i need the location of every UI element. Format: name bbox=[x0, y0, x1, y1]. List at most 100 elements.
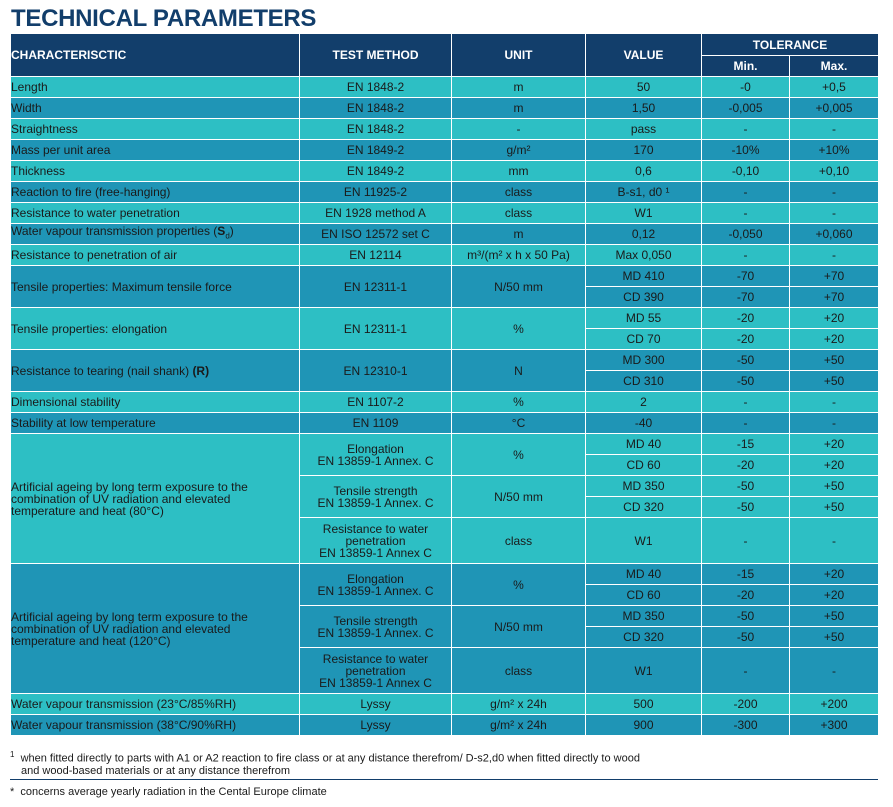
unit-cell: m bbox=[451, 223, 586, 245]
characteristic-cell: Reaction to fire (free-hanging) bbox=[10, 181, 300, 203]
table-row: Resistance to water penetration EN 13859-1… bbox=[11, 517, 879, 564]
min-cell: -0,050 bbox=[701, 223, 790, 245]
unit-cell: % bbox=[451, 563, 586, 606]
footnote-2: * concerns average yearly radiation in t… bbox=[10, 786, 327, 798]
test-method-cell: EN 12114 bbox=[299, 244, 452, 266]
unit-cell: class bbox=[451, 202, 586, 224]
max-cell: - bbox=[789, 118, 879, 140]
min-cell: -50 bbox=[701, 626, 790, 648]
characteristic-cell: Mass per unit area bbox=[10, 139, 300, 161]
max-cell: - bbox=[789, 202, 879, 224]
characteristic-cell: Resistance to water penetration bbox=[10, 202, 300, 224]
max-cell: +0,005 bbox=[789, 97, 879, 119]
value-cell: 170 bbox=[585, 139, 702, 161]
min-cell: -50 bbox=[701, 370, 790, 392]
min-cell: -0,005 bbox=[701, 97, 790, 119]
footnote-1-mark: 1 bbox=[10, 750, 15, 759]
min-cell: -70 bbox=[701, 286, 790, 308]
max-cell: +70 bbox=[789, 265, 879, 287]
test-method-cell: Elongation EN 13859-1 Annex. C bbox=[299, 563, 452, 606]
min-cell: -50 bbox=[701, 605, 790, 627]
test-method-line: Tensile strength bbox=[333, 613, 418, 628]
test-method-line: EN 13859-1 Annex C bbox=[319, 545, 432, 560]
test-method-line: Resistance to water bbox=[322, 521, 429, 536]
characteristic-cell: Dimensional stability bbox=[10, 391, 300, 413]
unit-cell: class bbox=[451, 517, 586, 564]
characteristic-cell: Water vapour transmission (38°C/90%RH) bbox=[10, 714, 300, 736]
table-row: Artificial ageing by long term exposure … bbox=[10, 563, 879, 694]
unit-cell: N/50 mm bbox=[451, 475, 586, 518]
table-row: CD 320 -50 +50 bbox=[11, 496, 879, 518]
value-cell: W1 bbox=[585, 647, 702, 694]
characteristic-cell: Length bbox=[10, 76, 300, 98]
unit-cell: N/50 mm bbox=[451, 605, 586, 648]
max-cell: +50 bbox=[789, 349, 879, 371]
max-cell: +300 bbox=[789, 714, 879, 736]
test-method-cell: EN 1107-2 bbox=[299, 391, 452, 413]
max-cell: - bbox=[789, 517, 879, 564]
min-cell: -15 bbox=[701, 433, 790, 455]
unit-cell: °C bbox=[451, 412, 586, 434]
max-cell: +20 bbox=[789, 433, 879, 455]
value-cell: 0,6 bbox=[585, 160, 702, 182]
max-cell: +50 bbox=[789, 496, 879, 518]
characteristic-cell: Thickness bbox=[10, 160, 300, 182]
footnote-1: 1 when fitted directly to parts with A1 … bbox=[10, 749, 640, 777]
max-cell: +10% bbox=[789, 139, 879, 161]
table-row: Tensile properties: Maximum tensile forc… bbox=[10, 265, 879, 308]
max-cell: +0,5 bbox=[789, 76, 879, 98]
test-method-line: EN 13859-1 Annex. C bbox=[317, 625, 434, 640]
test-method-cell: Tensile strength EN 13859-1 Annex. C bbox=[299, 475, 452, 518]
unit-cell: - bbox=[451, 118, 586, 140]
table-row: Stability at low temperature EN 1109 °C … bbox=[10, 412, 879, 434]
test-method-line: Elongation bbox=[347, 571, 404, 586]
value-cell: B-s1, d0 ¹ bbox=[585, 181, 702, 203]
max-cell: +50 bbox=[789, 370, 879, 392]
characteristic-cell: Artificial ageing by long term exposure … bbox=[10, 563, 300, 694]
max-cell: +50 bbox=[789, 475, 879, 497]
table-row: Resistance to penetration of air EN 1211… bbox=[10, 244, 879, 266]
characteristic-cell: Water vapour transmission (23°C/85%RH) bbox=[10, 693, 300, 715]
table-row: Reaction to fire (free-hanging) EN 11925… bbox=[10, 181, 879, 203]
test-method-cell: Elongation EN 13859-1 Annex. C bbox=[299, 433, 452, 476]
characteristic-cell: Resistance to tearing (nail shank) (R) bbox=[10, 349, 300, 392]
sd-subscript: d bbox=[225, 231, 230, 241]
max-cell: +20 bbox=[789, 454, 879, 476]
header-test-method: TEST METHOD bbox=[299, 33, 452, 77]
table-row: Resistance to water penetration EN 1928 … bbox=[10, 202, 879, 224]
max-cell: +20 bbox=[789, 328, 879, 350]
min-cell: -20 bbox=[701, 454, 790, 476]
header-tolerance: TOLERANCE bbox=[701, 33, 879, 56]
max-cell: +20 bbox=[789, 584, 879, 606]
test-method-line: EN 13859-1 Annex. C bbox=[317, 583, 434, 598]
characteristic-text-end: ) bbox=[229, 224, 234, 239]
technical-parameters-table: CHARACTERISCTIC TEST METHOD UNIT VALUE T… bbox=[10, 33, 879, 736]
value-cell: 0,12 bbox=[585, 223, 702, 245]
test-method-line: EN 13859-1 Annex. C bbox=[317, 453, 434, 468]
unit-cell: % bbox=[451, 391, 586, 413]
value-cell: MD 40 bbox=[585, 433, 702, 455]
footnote-2-text: concerns average yearly radiation in the… bbox=[20, 786, 327, 798]
test-method-cell: EN ISO 12572 set C bbox=[299, 223, 452, 245]
header-value: VALUE bbox=[585, 33, 702, 77]
unit-cell: class bbox=[451, 647, 586, 694]
characteristic-cell: Water vapour transmission properties (Sd… bbox=[10, 223, 300, 245]
value-cell: MD 300 bbox=[585, 349, 702, 371]
unit-cell: m bbox=[451, 97, 586, 119]
table-row: Water vapour transmission (38°C/90%RH) L… bbox=[10, 714, 879, 736]
value-cell: CD 70 bbox=[585, 328, 702, 350]
test-method-cell: EN 1849-2 bbox=[299, 160, 452, 182]
test-method-cell: Resistance to water penetration EN 13859-1… bbox=[299, 647, 452, 694]
min-cell: -0 bbox=[701, 76, 790, 98]
test-method-line: Resistance to water bbox=[322, 651, 429, 666]
max-cell: +20 bbox=[789, 563, 879, 585]
test-method-cell: EN 12310-1 bbox=[299, 349, 452, 392]
footnote-1-line1: when fitted directly to parts with A1 or… bbox=[20, 752, 640, 765]
value-cell: CD 60 bbox=[585, 454, 702, 476]
unit-cell: mm bbox=[451, 160, 586, 182]
characteristic-text: Water vapour transmission properties ( bbox=[11, 224, 218, 239]
value-cell: 50 bbox=[585, 76, 702, 98]
table-row: CD 70 -20 +20 bbox=[11, 328, 879, 350]
min-cell: -300 bbox=[701, 714, 790, 736]
characteristic-cell: Stability at low temperature bbox=[10, 412, 300, 434]
